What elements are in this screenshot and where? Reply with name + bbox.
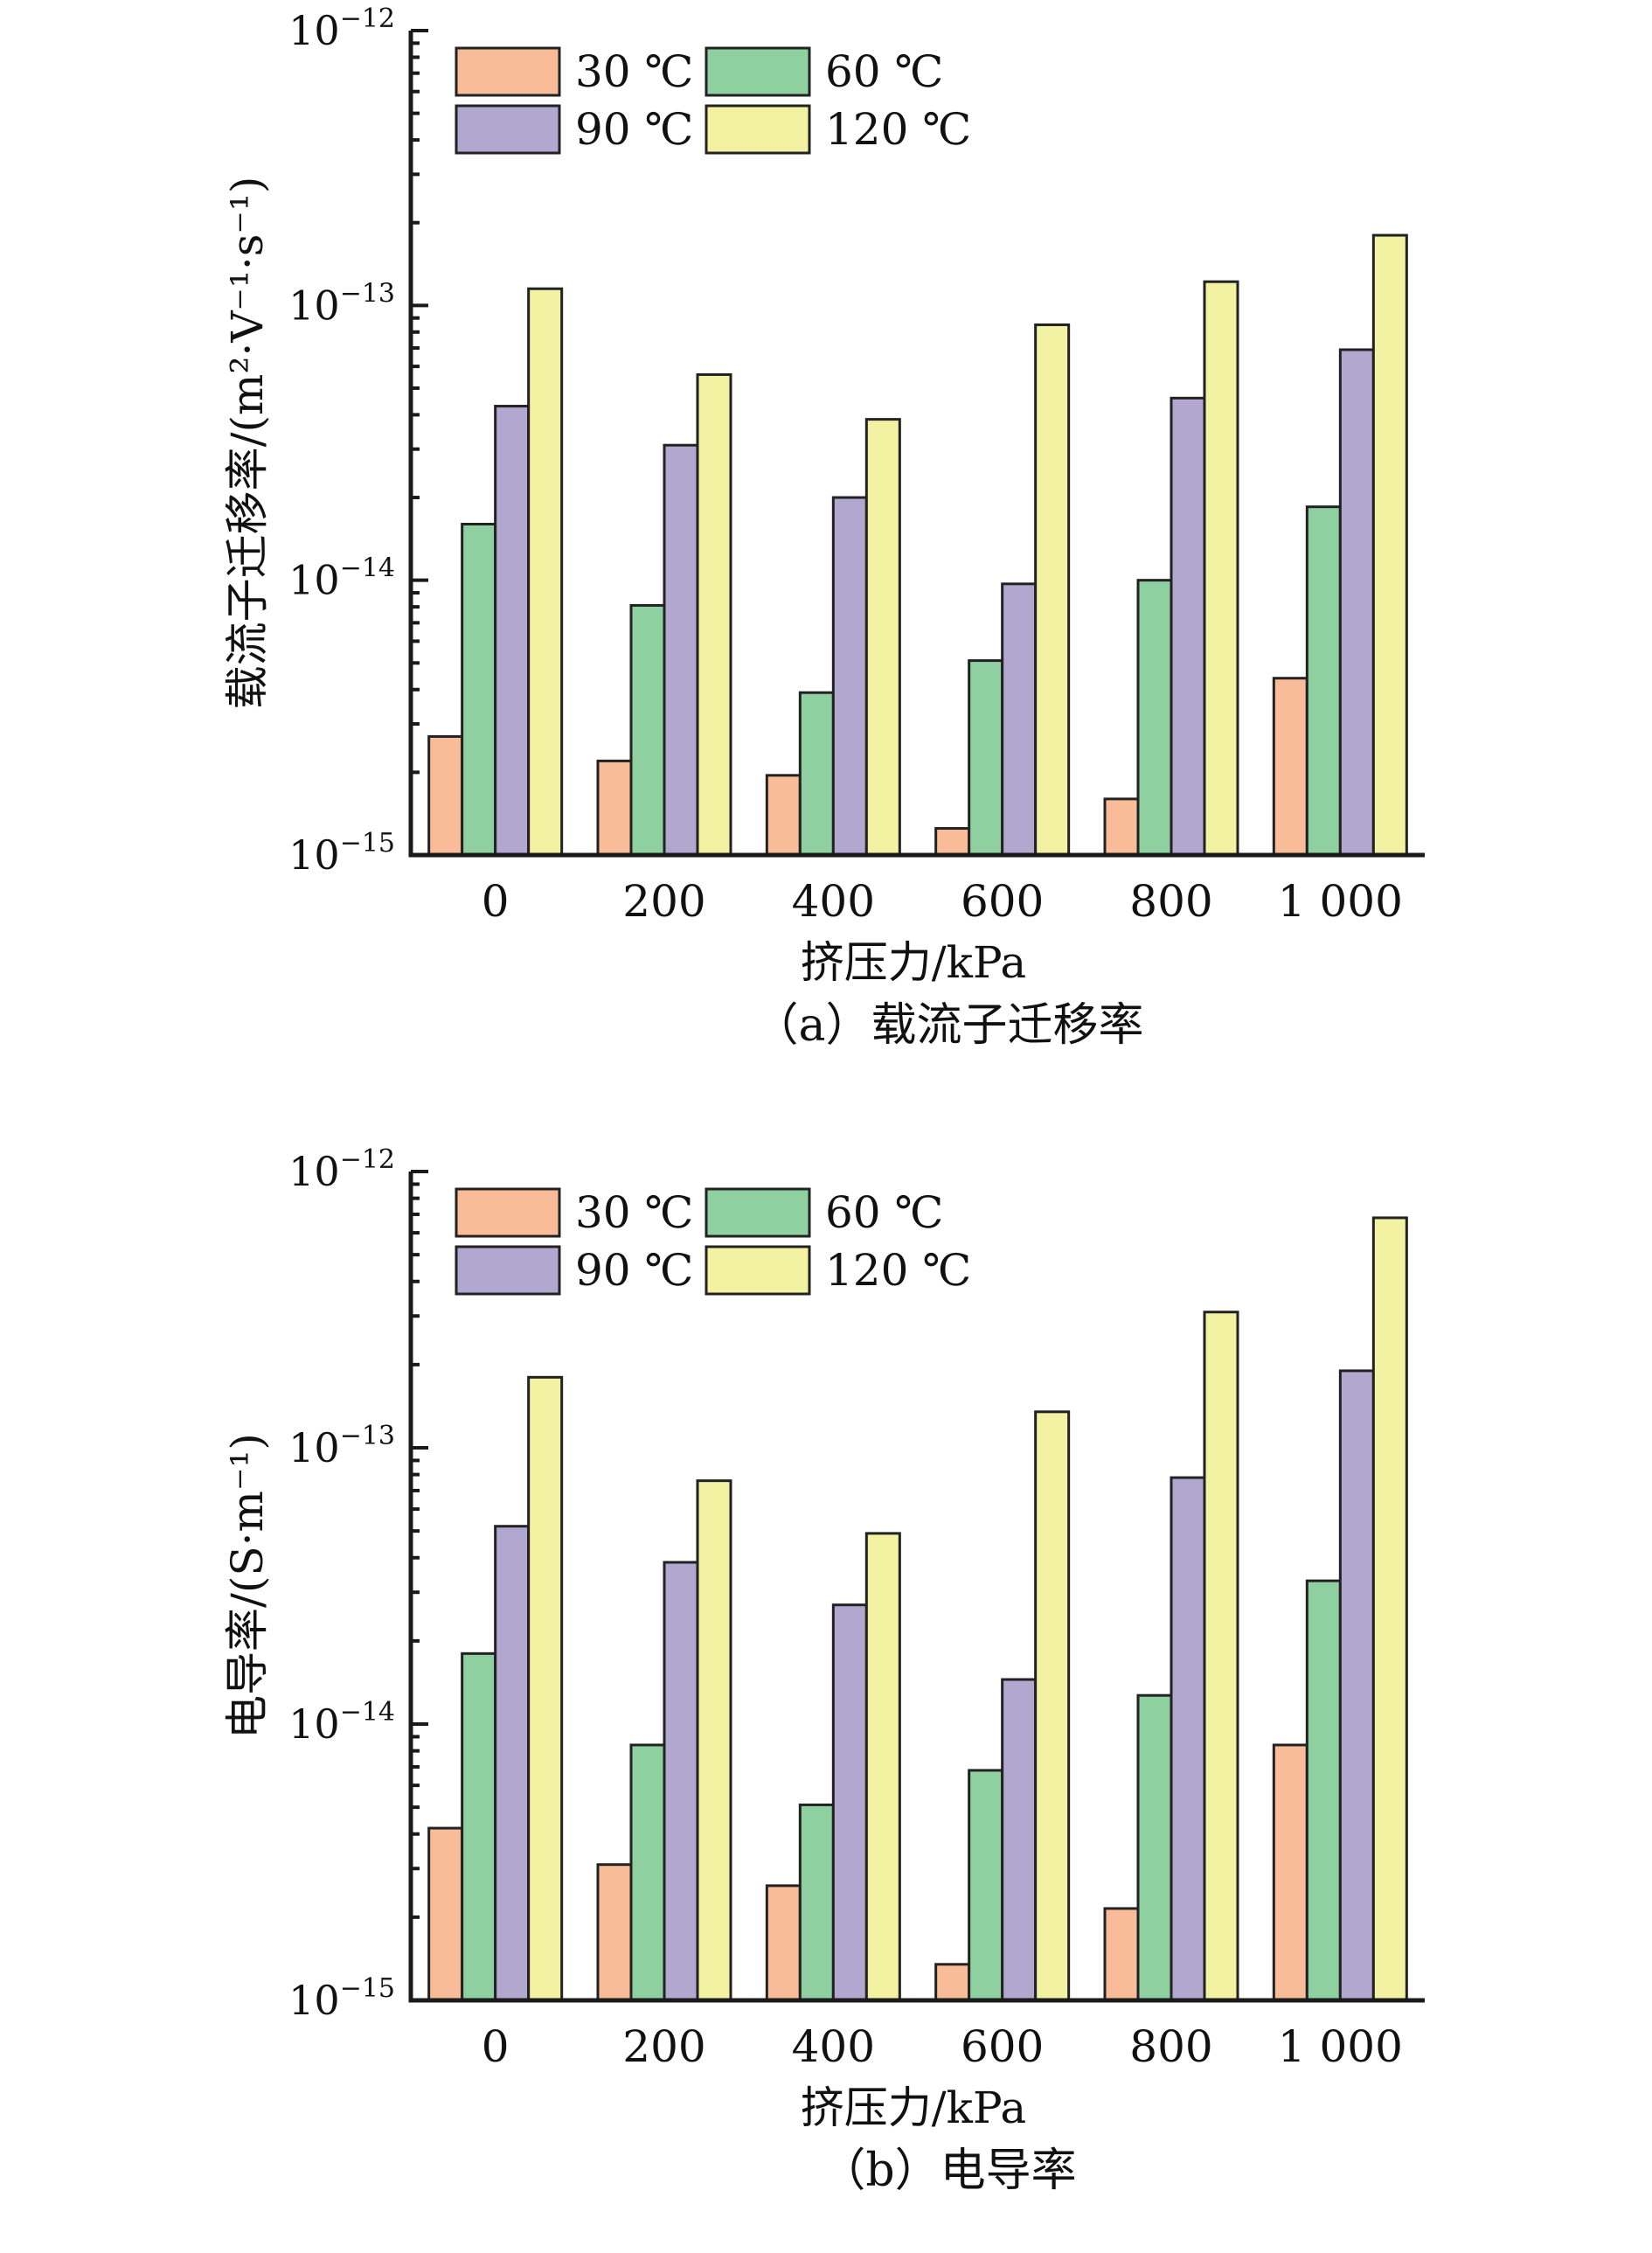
x-tick-label: 200 <box>622 876 705 927</box>
legend-swatch <box>705 1187 811 1238</box>
y-tick-label: 10−15 <box>288 828 395 879</box>
x-tick-label: 800 <box>1129 876 1212 927</box>
legend-label: 90 ℃ <box>575 1245 693 1296</box>
legend-swatch <box>455 104 561 155</box>
bar-chart-b-90c-2 <box>831 1603 868 2002</box>
bar-chart-a-90c-2 <box>831 496 868 857</box>
bar-chart-b-30c-2 <box>765 1884 802 2002</box>
x-axis-title: 挤压力/kPa <box>801 937 1026 988</box>
bar-chart-a-60c-2 <box>798 691 835 857</box>
x-tick-label: 200 <box>622 2021 705 2072</box>
y-tick-label: 10−14 <box>288 553 395 604</box>
bar-chart-b-30c-4 <box>1103 1907 1140 2002</box>
bar-chart-b-120c-5 <box>1371 1216 1408 2002</box>
bar-chart-a-90c-4 <box>1170 396 1206 857</box>
bar-chart-a-60c-5 <box>1305 505 1342 857</box>
bar-chart-b-60c-3 <box>968 1769 1004 2002</box>
legend: 30 ℃ 60 ℃ 90 ℃ 120 ℃ <box>455 1187 971 1296</box>
bar-chart-b-90c-1 <box>663 1561 699 2002</box>
bar-chart-a-90c-3 <box>1001 582 1038 857</box>
legend-label: 120 ℃ <box>825 1245 971 1296</box>
bar-chart-a-90c-0 <box>494 405 531 857</box>
x-tick-label: 0 <box>482 2021 510 2072</box>
bar-chart-a-30c-3 <box>934 827 971 857</box>
bar-chart-a-30c-4 <box>1103 797 1140 857</box>
bar-chart-b-30c-3 <box>934 1963 971 2002</box>
bar-chart-b-30c-5 <box>1272 1743 1308 2002</box>
x-tick-label: 1 000 <box>1278 2021 1403 2072</box>
bar-chart-b-120c-1 <box>696 1479 732 2002</box>
bar-chart-b-90c-5 <box>1338 1369 1375 2002</box>
legend-swatch <box>705 46 811 97</box>
bar-chart-a-30c-5 <box>1272 677 1308 857</box>
legend-swatch <box>455 1187 561 1238</box>
bar-chart-a-60c-4 <box>1136 579 1173 857</box>
legend-label: 60 ℃ <box>825 1187 943 1238</box>
chart-b: 10−12 10−13 10−14 10−15 0 200 400 600 800 1 000 挤压… <box>222 1144 1425 2197</box>
bar-chart-b-30c-1 <box>596 1863 633 2002</box>
legend-label: 30 ℃ <box>575 1187 693 1238</box>
bar-chart-a-90c-5 <box>1338 348 1375 857</box>
x-tick-label: 600 <box>961 2021 1044 2072</box>
legend-label: 90 ℃ <box>575 104 693 155</box>
legend-swatch <box>455 1245 561 1296</box>
x-tick-label: 800 <box>1129 2021 1212 2072</box>
bar-chart-a-30c-1 <box>596 759 633 857</box>
bar-chart-b-60c-1 <box>629 1743 666 2002</box>
legend-swatch <box>705 104 811 155</box>
x-tick-label: 1 000 <box>1278 876 1403 927</box>
bar-chart-b-30c-0 <box>427 1826 464 2002</box>
legend-label: 120 ℃ <box>825 104 971 155</box>
bar-chart-a-120c-4 <box>1203 280 1239 857</box>
x-tick-label: 0 <box>482 876 510 927</box>
legend: 30 ℃ 60 ℃ 90 ℃ 120 ℃ <box>455 46 971 155</box>
x-tick-label: 400 <box>792 2021 875 2072</box>
legend-swatch <box>455 46 561 97</box>
bar-chart-a-60c-1 <box>629 603 666 857</box>
bar-chart-b-60c-0 <box>461 1652 497 2002</box>
y-tick-label: 10−12 <box>288 3 395 54</box>
legend-swatch <box>705 1245 811 1296</box>
y-tick-label: 10−12 <box>288 1144 395 1195</box>
bar-chart-a-90c-1 <box>663 443 699 857</box>
bar-chart-b-120c-4 <box>1203 1311 1239 2002</box>
bar-chart-b-60c-2 <box>798 1803 835 2002</box>
x-tick-label: 600 <box>961 876 1044 927</box>
y-axis-title: 载流子迁移率/(m²·V⁻¹·s⁻¹) <box>222 177 273 710</box>
bar-chart-a-120c-1 <box>696 372 732 857</box>
bar-chart-b-90c-4 <box>1170 1476 1206 2002</box>
bar-chart-b-120c-0 <box>527 1375 564 2002</box>
bar-chart-a-120c-3 <box>1034 323 1071 857</box>
y-tick-label: 10−14 <box>288 1697 395 1748</box>
bar-chart-b-120c-3 <box>1034 1410 1071 2002</box>
bar-chart-a-120c-0 <box>527 287 564 857</box>
y-tick-label: 10−13 <box>288 1421 395 1471</box>
bar-chart-a-60c-3 <box>968 659 1004 857</box>
bar-chart-a-30c-0 <box>427 734 464 857</box>
legend-label: 60 ℃ <box>825 46 943 97</box>
figure-caption: （a）载流子迁移率 <box>753 999 1143 1052</box>
x-axis-title: 挤压力/kPa <box>801 2083 1026 2133</box>
bar-chart-b-120c-2 <box>864 1532 901 2002</box>
bar-chart-a-30c-2 <box>765 774 802 857</box>
y-tick-label: 10−15 <box>288 1973 395 2024</box>
chart-a: 10−12 10−13 10−14 10−15 0 200 400 600 800 1 000 挤压… <box>222 3 1425 1052</box>
bar-chart-b-60c-4 <box>1136 1693 1173 2002</box>
bar-chart-a-120c-5 <box>1371 233 1408 857</box>
bar-chart-b-60c-5 <box>1305 1579 1342 2002</box>
x-tick-label: 400 <box>792 876 875 927</box>
bar-chart-a-120c-2 <box>864 418 901 857</box>
bar-chart-b-90c-0 <box>494 1525 531 2002</box>
y-tick-label: 10−13 <box>288 278 395 329</box>
bar-chart-b-90c-3 <box>1001 1678 1038 2002</box>
figure-caption: （b）电导率 <box>820 2145 1076 2197</box>
bar-chart-a-60c-0 <box>461 523 497 857</box>
legend-label: 30 ℃ <box>575 46 693 97</box>
y-axis-title: 电导率/(S·m⁻¹) <box>222 1433 273 1739</box>
